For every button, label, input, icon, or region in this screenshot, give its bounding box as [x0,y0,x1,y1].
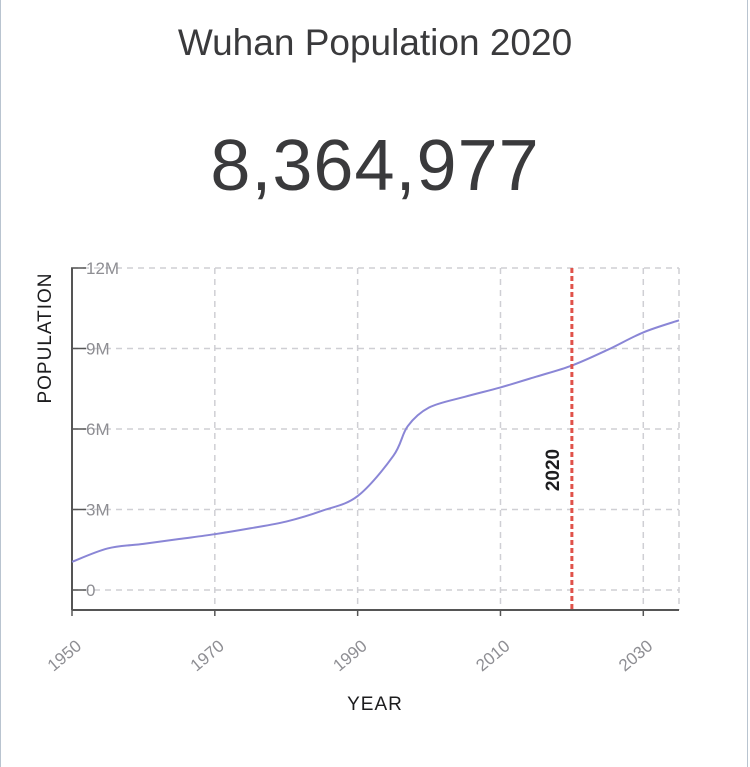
x-tick-label: 1970 [187,636,228,675]
x-axis-title: YEAR [347,694,403,715]
x-tick-label: 1950 [44,636,85,675]
y-tick-label: 9M [86,340,110,359]
annotations: 2020 [543,268,574,610]
y-tick-label: 0 [86,581,95,600]
y-tick-label: 3M [86,501,110,520]
x-tick-label: 2030 [615,636,656,675]
labels: 0 3M 6M 9M 12M 1950 1970 1990 2010 2030 POPULATION… [35,259,656,715]
population-value: 8,364,977 [210,126,540,206]
axes [71,267,679,616]
y-axis-title: POPULATION [35,272,56,403]
page-title: Wuhan Population 2020 [177,22,573,63]
y-tick-label: 6M [86,420,110,439]
x-tick-label: 1990 [330,636,371,675]
year-marker-label: 2020 [543,449,564,491]
x-tick-label: 2010 [472,636,513,675]
population-line [71,319,680,563]
y-tick-label: 12M [86,259,119,278]
grid [71,267,680,610]
series [71,319,680,563]
